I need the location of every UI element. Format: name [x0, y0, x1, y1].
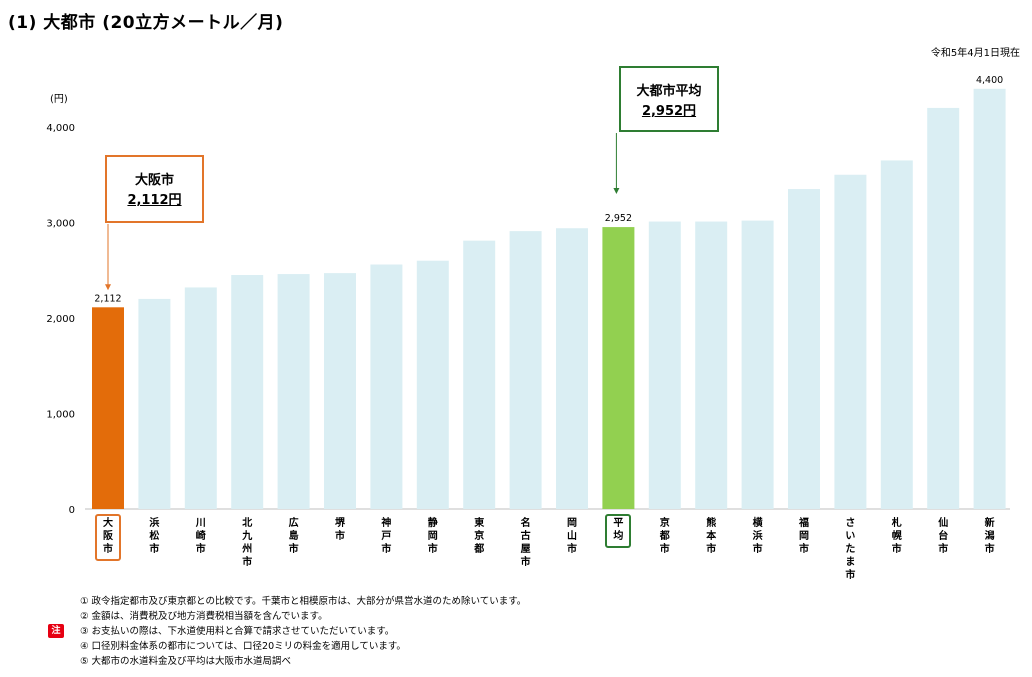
x-tick-label: 静岡市 [427, 518, 438, 555]
note-item: ⑤ 大都市の水道料金及び平均は大阪市水道局調べ [80, 656, 292, 667]
average-leader-arrow [613, 188, 620, 194]
note-item: ② 金額は、消費税及び地方消費税相当額を含んでいます。 [80, 611, 328, 622]
bar [695, 221, 728, 510]
bar [184, 287, 217, 509]
note-item: ④ 口径別料金体系の都市については、口径20ミリの料金を適用しています。 [80, 641, 406, 652]
average-callout-value: 2,952円 [641, 104, 697, 119]
x-tick-label: 福岡市 [799, 518, 809, 555]
bar [370, 264, 403, 509]
average-label-box [605, 514, 632, 548]
osaka-callout-name: 大阪市 [134, 173, 174, 188]
x-tick-label: さいたま市 [845, 518, 856, 581]
note-item: ① 政令指定都市及び東京都との比較です。千葉市と相模原市は、大部分が県営水道のた… [80, 596, 527, 607]
bar [973, 88, 1006, 510]
y-tick-label: 3,000 [46, 219, 75, 230]
y-tick-label: 2,000 [46, 314, 75, 325]
bar [277, 274, 310, 509]
y-tick-label: 0 [69, 505, 75, 516]
data-label: 2,112 [94, 293, 121, 304]
x-tick-label: 熊本市 [706, 518, 717, 555]
x-tick-label: 平均 [613, 518, 624, 542]
bar [231, 275, 264, 509]
y-tick-label: 1,000 [46, 410, 75, 421]
note-tag: 注 [48, 624, 64, 638]
osaka-callout: 大阪市 2,112円 [105, 155, 204, 223]
y-tick-label: 4,000 [46, 123, 75, 134]
bar [463, 240, 496, 509]
bar [741, 220, 774, 509]
x-tick-label: 岡山市 [567, 518, 577, 555]
notes: ① 政令指定都市及び東京都との比較です。千葉市と相模原市は、大部分が県営水道のた… [80, 594, 526, 669]
bar [92, 307, 124, 509]
x-tick-label: 川崎市 [195, 518, 206, 555]
average-callout: 大都市平均 2,952円 [619, 66, 719, 132]
x-tick-label: 札幌市 [891, 518, 902, 555]
data-label: 4,400 [976, 75, 1003, 86]
bar [834, 174, 867, 509]
x-tick-label: 名古屋市 [520, 518, 531, 568]
bar [324, 273, 356, 509]
x-tick-label: 浜松市 [149, 518, 160, 555]
as-of-date: 令和5年4月1日現在 [930, 48, 1020, 59]
x-tick-label: 東京都 [474, 518, 485, 555]
x-tick-label: 横浜市 [752, 518, 763, 555]
x-tick-label: 神戸市 [381, 518, 392, 555]
x-tick-label: 堺市 [335, 518, 345, 542]
bar [927, 107, 960, 510]
bar [648, 221, 681, 510]
bar [138, 298, 171, 509]
x-tick-label: 新潟市 [984, 518, 995, 555]
note-item: ③ お支払いの際は、下水道使用料と合算で請求させていただいています。 [80, 626, 395, 637]
bar [556, 228, 588, 510]
y-axis-unit: (円) [50, 94, 68, 105]
bar [880, 160, 913, 510]
data-label: 2,952 [605, 213, 632, 224]
x-tick-label: 京都市 [659, 518, 670, 555]
bar [509, 231, 542, 509]
average-callout-name: 大都市平均 [636, 84, 702, 99]
osaka-label-box [95, 514, 121, 561]
osaka-leader-arrow [105, 284, 111, 291]
x-tick-label: 仙台市 [938, 518, 949, 555]
bar [788, 189, 820, 509]
bar [416, 260, 449, 509]
bar [602, 227, 635, 510]
page-title: (1) 大都市 (20立方メートル／月) [8, 13, 284, 33]
x-tick-label: 大阪市 [103, 518, 113, 555]
osaka-callout-value: 2,112円 [127, 193, 182, 208]
x-tick-label: 広島市 [288, 518, 299, 555]
x-tick-label: 北九州市 [242, 518, 253, 568]
